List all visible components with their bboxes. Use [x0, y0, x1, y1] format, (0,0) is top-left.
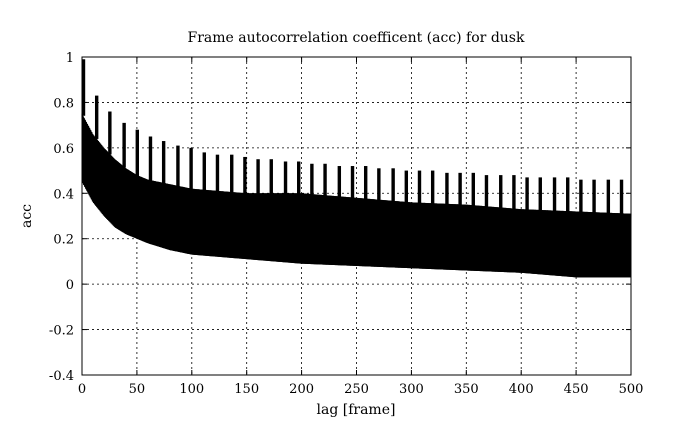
acc-peak: [566, 177, 570, 214]
acc-peak: [458, 172, 462, 207]
x-tick-label: 350: [454, 382, 479, 397]
acc-peak: [445, 172, 449, 206]
x-tick-label: 400: [509, 382, 534, 397]
acc-peak: [391, 168, 395, 203]
acc-peak: [202, 152, 206, 192]
acc-peak: [148, 136, 153, 182]
x-tick-label: 50: [129, 382, 146, 397]
x-axis: 0 50 100 150 200 250 300 350 400 450 500: [78, 57, 644, 397]
acc-peak: [538, 177, 542, 212]
x-tick-label: 300: [399, 382, 424, 397]
acc-peak: [215, 154, 220, 193]
acc-peak: [135, 129, 139, 177]
acc-peak: [108, 111, 112, 155]
acc-peak: [243, 156, 247, 196]
x-tick-label: 500: [619, 382, 644, 397]
y-tick-label: -0.2: [49, 324, 74, 339]
acc-peak: [606, 179, 611, 215]
acc-peak: [484, 175, 489, 209]
x-tick-label: 0: [78, 382, 86, 397]
acc-peak: [297, 161, 301, 196]
acc-peak: [189, 147, 193, 191]
acc-peak: [430, 170, 435, 206]
acc-peak: [499, 175, 503, 210]
acc-peak: [552, 177, 557, 213]
x-tick-label: 100: [179, 382, 204, 397]
acc-peak: [269, 159, 273, 196]
y-tick-label: 0.8: [53, 96, 74, 111]
y-axis-label: acc: [19, 204, 35, 228]
acc-peak: [283, 161, 288, 196]
acc-peak: [122, 122, 126, 168]
acc-peak: [256, 159, 260, 196]
x-tick-label: 150: [234, 382, 259, 397]
acc-peak: [512, 175, 516, 211]
acc-peak: [471, 172, 475, 208]
acc-peak: [323, 163, 327, 198]
acc-peak: [94, 95, 99, 139]
acc-peak: [81, 59, 86, 116]
acc-peak: [230, 154, 234, 194]
acc-peak: [337, 166, 342, 199]
y-tick-label: -0.4: [49, 369, 74, 384]
y-tick-label: 1: [66, 51, 74, 66]
x-axis-label: lag [frame]: [317, 402, 396, 418]
acc-peak: [525, 177, 529, 212]
acc-peak: [377, 168, 381, 202]
y-axis: -0.4 -0.2 0 0.2 0.4 0.6 0.8 1: [49, 51, 631, 384]
y-tick-label: 0.6: [53, 142, 74, 157]
acc-peak: [592, 179, 596, 215]
y-tick-label: 0.4: [53, 187, 74, 202]
acc-peak: [619, 179, 624, 216]
chart-title: Frame autocorrelation coefficent (acc) f…: [188, 30, 525, 46]
acc-peak: [579, 179, 583, 214]
acc-peak: [350, 166, 355, 200]
x-tick-label: 250: [344, 382, 369, 397]
acc-peak: [161, 141, 166, 185]
acc-peak: [404, 170, 409, 204]
x-tick-label: 450: [564, 382, 589, 397]
acc-peak: [417, 170, 422, 205]
x-tick-label: 200: [289, 382, 314, 397]
acc-series-band: [82, 113, 631, 278]
y-tick-label: 0: [66, 278, 74, 293]
y-tick-label: 0.2: [53, 233, 74, 248]
acc-peak: [310, 163, 314, 197]
plot-data: [81, 59, 632, 278]
acc-peak: [176, 145, 180, 188]
acc-peak: [363, 166, 368, 201]
